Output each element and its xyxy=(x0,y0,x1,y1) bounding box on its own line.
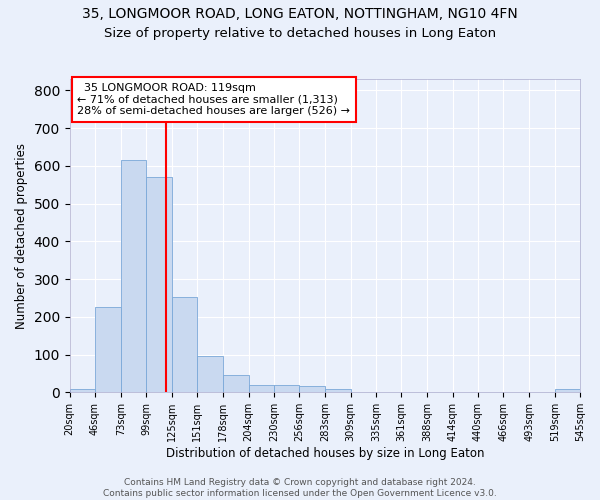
Bar xyxy=(197,356,223,392)
Bar xyxy=(70,388,95,392)
Bar xyxy=(172,297,197,392)
Text: Contains HM Land Registry data © Crown copyright and database right 2024.
Contai: Contains HM Land Registry data © Crown c… xyxy=(103,478,497,498)
Y-axis label: Number of detached properties: Number of detached properties xyxy=(15,142,28,328)
Bar xyxy=(248,385,274,392)
Bar xyxy=(325,390,350,392)
X-axis label: Distribution of detached houses by size in Long Eaton: Distribution of detached houses by size … xyxy=(166,447,484,460)
Bar xyxy=(299,386,325,392)
Bar xyxy=(555,390,580,392)
Bar xyxy=(121,160,146,392)
Text: 35, LONGMOOR ROAD, LONG EATON, NOTTINGHAM, NG10 4FN: 35, LONGMOOR ROAD, LONG EATON, NOTTINGHA… xyxy=(82,8,518,22)
Bar xyxy=(274,385,299,392)
Bar xyxy=(146,177,172,392)
Text: 35 LONGMOOR ROAD: 119sqm
← 71% of detached houses are smaller (1,313)
28% of sem: 35 LONGMOOR ROAD: 119sqm ← 71% of detach… xyxy=(77,83,350,116)
Bar xyxy=(223,374,248,392)
Text: Size of property relative to detached houses in Long Eaton: Size of property relative to detached ho… xyxy=(104,28,496,40)
Bar xyxy=(95,308,121,392)
